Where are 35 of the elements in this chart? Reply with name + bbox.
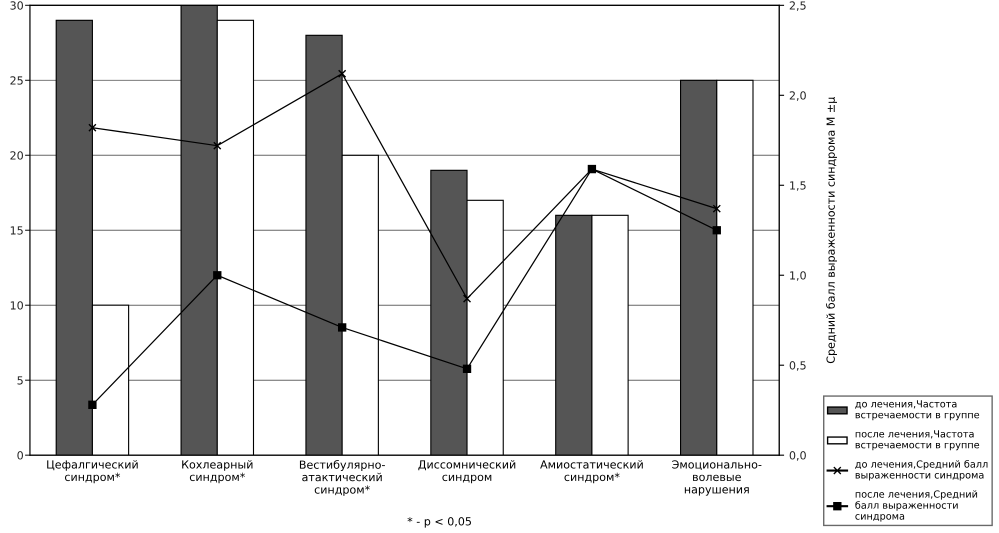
legend-label: после лечения,Частота встречаемости в группе: [856, 430, 980, 450]
text: * - p < 0,05: [407, 517, 471, 528]
point: [338, 70, 346, 78]
y2-tick-label: 0,0: [790, 451, 806, 461]
y-tick-label: 15: [10, 226, 23, 235]
y-tick-label: 10: [10, 301, 23, 310]
x-tick-label: Амиостатический синдром*: [540, 460, 643, 484]
y-tick-label: 20: [10, 151, 23, 160]
legend-label: до лечения,Частота встречаемости в группе: [855, 400, 980, 420]
legend-label: до лечения,Средний балл выраженности синдрома: [855, 460, 988, 480]
point: [338, 323, 346, 332]
point: [88, 400, 97, 409]
x-tick-label: Вестибулярно- атактический синдром*: [300, 460, 385, 496]
x-tick-label: Цефалгический синдром*: [47, 460, 138, 484]
point: [712, 226, 721, 234]
point: [213, 142, 222, 150]
y-tick-label: 25: [10, 76, 23, 85]
point: [462, 364, 472, 373]
point: [712, 204, 721, 213]
y2-tick-label: 1,5: [790, 181, 806, 191]
point: [88, 124, 97, 132]
y2-axis-title: Средний балл выраженности синдрома М ±μ: [826, 97, 837, 364]
y-tick-label: 30: [10, 1, 23, 10]
x-tick-label: Диссомнический синдром: [418, 460, 516, 484]
point: [462, 294, 472, 303]
point: [213, 271, 222, 280]
y2-tick-label: 2,5: [790, 1, 806, 11]
y2-tick-label: 2,0: [790, 91, 806, 101]
y2-tick-label: 0,5: [790, 361, 806, 371]
y-tick-label: 5: [18, 376, 23, 385]
y-tick-label: 0: [17, 451, 23, 460]
x-tick-label: Кохлеарный синдром*: [182, 460, 252, 484]
legend-label: после лечения,Средний балл выраженности синдрома: [855, 490, 978, 522]
x-tick-label: Эмоционально- волевые нарушения: [672, 460, 762, 496]
y2-tick-label: 1,0: [790, 271, 806, 281]
